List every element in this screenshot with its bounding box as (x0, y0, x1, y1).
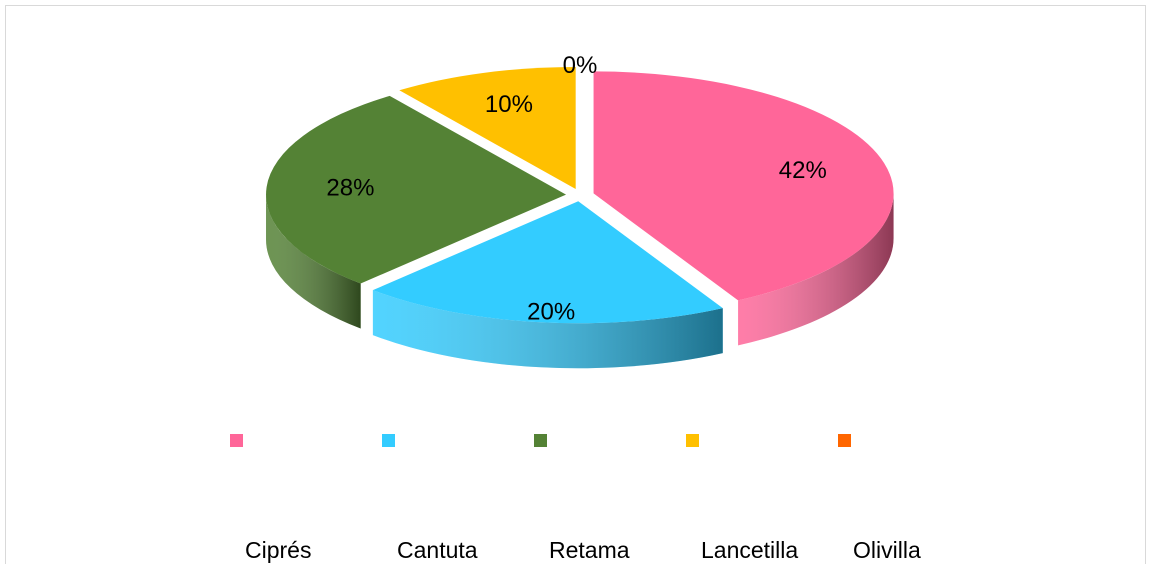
legend-swatch (686, 434, 699, 447)
pie-sides (266, 193, 894, 369)
legend-label: Olivilla (853, 537, 921, 563)
legend: Ciprés Cantuta Retama Lancetilla Olivilla (230, 434, 921, 563)
slice (593, 71, 894, 301)
legend-swatch (230, 434, 243, 447)
slice (399, 67, 576, 190)
legend-swatch (534, 434, 547, 447)
data-label: 0% (563, 52, 598, 79)
legend-label: Cantuta (397, 537, 478, 563)
data-label: 42% (779, 157, 827, 184)
legend-label: Retama (549, 537, 630, 563)
data-label: 28% (326, 174, 374, 201)
data-labels: 42% 20% 28% 10% 0% (326, 52, 826, 326)
slice (266, 95, 567, 284)
legend-swatch (838, 434, 851, 447)
slice-side-shade (738, 193, 894, 346)
legend-label: Lancetilla (701, 537, 798, 563)
slice-side-shade (266, 194, 361, 329)
legend-swatch (382, 434, 395, 447)
legend-label: Ciprés (245, 537, 311, 563)
slice-side-shade (372, 290, 723, 369)
pie-tops (266, 67, 894, 324)
data-label: 10% (485, 91, 533, 118)
slice (372, 201, 723, 324)
data-label: 20% (527, 299, 575, 326)
